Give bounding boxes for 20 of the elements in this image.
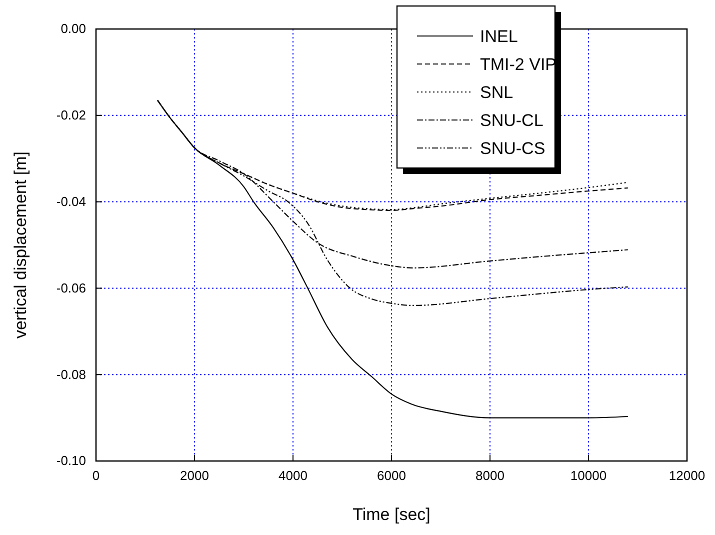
y-tick-label: -0.04 [56,194,86,209]
legend-label: SNL [480,83,514,102]
y-tick-label: 0.00 [60,21,86,36]
legend-label: TMI-2 VIP [480,55,557,74]
y-tick-label: -0.02 [56,108,86,123]
x-tick-label: 6000 [377,468,406,484]
legend-label: SNU-CL [480,111,544,130]
y-axis-title: vertical displacement [m] [11,151,30,339]
y-tick-label: -0.08 [56,366,86,382]
legend-label: INEL [480,27,518,46]
x-tick-label: 4000 [278,468,308,484]
x-tick-label: 8000 [476,468,504,484]
legend-label: SNU-CS [480,139,546,158]
y-tick-label: -0.10 [56,453,86,468]
x-axis-title: Time [sec] [352,505,430,524]
y-tick-label: -0.06 [56,280,86,296]
x-tick-label: 10000 [570,468,607,484]
x-tick-label: 0 [92,468,100,484]
x-tick-label: 2000 [180,468,209,484]
x-tick-label: 12000 [668,468,706,484]
